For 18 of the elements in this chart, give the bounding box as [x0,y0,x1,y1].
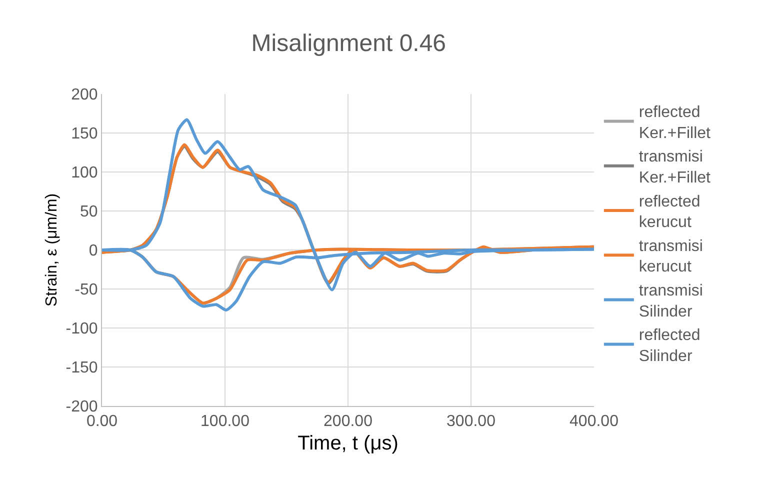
y-axis-title: Strain, ε (μm/m) [44,193,61,307]
x-tick-label: 300.00 [446,413,496,430]
x-tick-label: 200.00 [324,413,373,430]
y-tick-label: -150 [66,360,98,377]
x-tick-label: 400.00 [570,413,619,430]
x-tick-label: 0.00 [86,413,118,430]
legend-label: reflected Silinder [638,327,700,365]
x-axis-title: Time, t (μs) [298,432,398,455]
chart-title: Misalignment 0.46 [251,30,446,57]
x-tick-label: 100.00 [200,413,250,430]
y-tick-label: -50 [74,282,98,299]
y-tick-label: -200 [66,398,98,416]
y-tick-label: 200 [71,86,98,104]
y-tick-label: 0 [88,242,98,260]
y-tick-label: 100 [71,164,98,182]
y-tick-label: 150 [71,126,98,143]
y-tick-label: 50 [80,204,98,221]
y-tick-label: -100 [66,320,98,338]
